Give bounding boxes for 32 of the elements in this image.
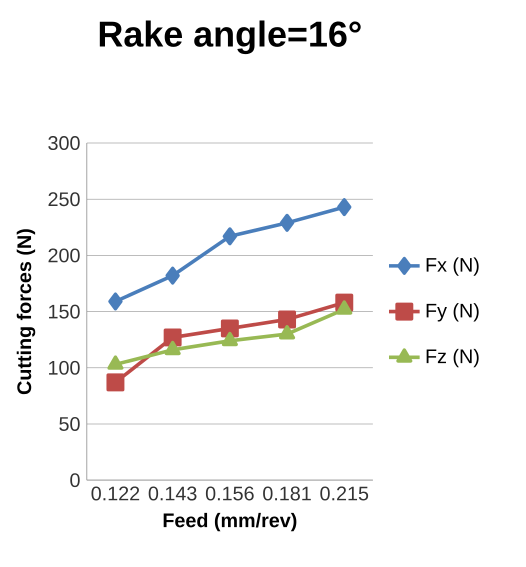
point	[106, 373, 124, 392]
point	[165, 266, 180, 285]
y-tick-label: 50	[59, 417, 80, 431]
point	[164, 328, 182, 346]
x-tick-label: 0.156	[206, 486, 254, 500]
x-axis-title: Feed (mm/rev)	[164, 512, 296, 532]
point	[280, 214, 294, 232]
legend-label: Fx (N)	[426, 257, 479, 276]
y-tick-label: 250	[48, 192, 80, 206]
x-tick-label: 0.181	[263, 486, 311, 500]
point	[278, 325, 296, 340]
point	[164, 340, 181, 356]
point	[108, 292, 123, 310]
point	[336, 300, 352, 315]
y-tick-label: 200	[48, 248, 80, 262]
x-tick-label: 0.215	[320, 486, 368, 500]
y-tick-label: 100	[48, 360, 80, 375]
y-tick-label: 150	[48, 304, 80, 319]
point	[222, 227, 237, 246]
point	[107, 355, 124, 370]
legend-label: Fy (N)	[426, 303, 479, 322]
legend-label: Fz (N)	[426, 348, 479, 368]
point	[220, 319, 239, 338]
x-tick-label: 0.122	[91, 486, 140, 500]
point	[222, 332, 238, 346]
point	[278, 310, 296, 328]
y-axis-title: Cutting forces (N)	[16, 229, 36, 394]
y-tick-label: 0	[70, 473, 80, 488]
x-tick-label: 0.143	[148, 486, 196, 500]
chart-title: Rake angle=16°	[100, 20, 361, 54]
y-tick-label: 300	[48, 136, 80, 150]
point	[337, 198, 352, 216]
